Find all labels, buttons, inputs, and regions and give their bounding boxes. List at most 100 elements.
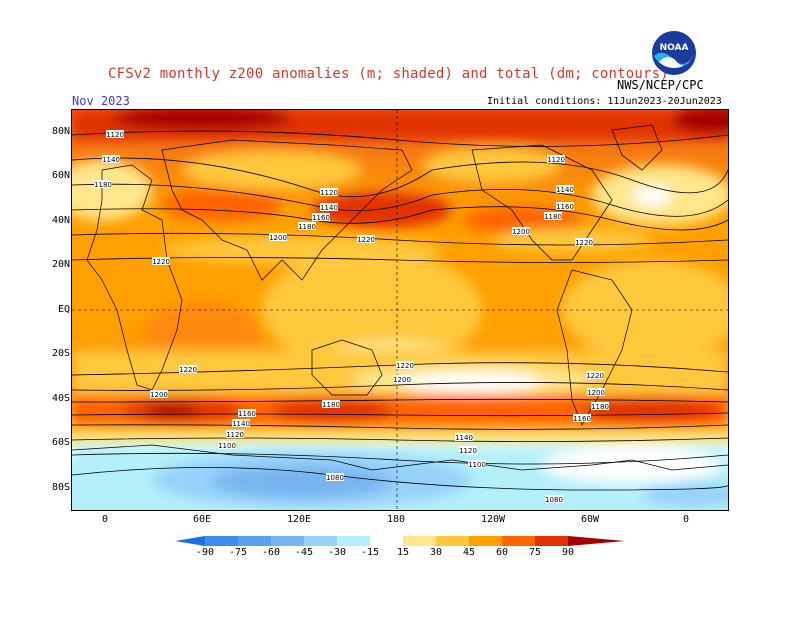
contour-label: 1120 xyxy=(226,430,244,439)
colorbar-swatch xyxy=(238,536,271,546)
svg-text:1120: 1120 xyxy=(226,431,244,439)
contour-label: 1200 xyxy=(393,375,411,384)
colorbar-swatch xyxy=(436,536,469,546)
svg-text:1180: 1180 xyxy=(298,223,316,231)
lat-label: 60N xyxy=(51,170,70,181)
svg-text:1200: 1200 xyxy=(512,228,530,236)
colorbar-swatch xyxy=(370,536,403,546)
colorbar-swatch xyxy=(205,536,238,546)
colorbar-label: -75 xyxy=(228,547,248,558)
colorbar-swatch xyxy=(502,536,535,546)
lat-label: EQ xyxy=(57,304,70,315)
colorbar-label: -30 xyxy=(327,547,347,558)
contour-label: 1140 xyxy=(232,419,250,428)
svg-text:1180: 1180 xyxy=(322,401,340,409)
colorbar-label: 30 xyxy=(429,547,443,558)
map-grid xyxy=(72,110,728,510)
height-contours xyxy=(72,130,728,491)
svg-text:1080: 1080 xyxy=(545,496,563,504)
contour-label: 1160 xyxy=(573,414,591,423)
contour-label: 1120 xyxy=(459,446,477,455)
contour-label: 1160 xyxy=(238,409,256,418)
noaa-logo-icon: NOAA xyxy=(652,31,696,75)
contour-label: 1180 xyxy=(94,180,112,189)
contour-label: 1160 xyxy=(312,213,330,222)
colorbar-label: 75 xyxy=(528,547,542,558)
lat-label: 80S xyxy=(51,482,70,493)
contour-label: 1220 xyxy=(586,371,604,380)
contour-label: 1100 xyxy=(218,441,236,450)
lon-label: 60E xyxy=(192,514,212,525)
svg-text:1140: 1140 xyxy=(102,156,120,164)
contour-label: 1080 xyxy=(545,495,563,504)
contour-label: 1180 xyxy=(298,222,316,231)
contour-label: 1220 xyxy=(152,257,170,266)
svg-text:1160: 1160 xyxy=(573,415,591,423)
contour-label: 1140 xyxy=(102,155,120,164)
anomaly-map: 1120 1140 1180 1120 1140 1160 1180 1200 … xyxy=(71,109,729,511)
svg-text:1140: 1140 xyxy=(556,186,574,194)
contour-label: 1180 xyxy=(591,402,609,411)
svg-text:1220: 1220 xyxy=(179,366,197,374)
colorbar-swatch xyxy=(271,536,304,546)
svg-text:1180: 1180 xyxy=(544,213,562,221)
svg-text:1120: 1120 xyxy=(106,131,124,139)
contour-labels: 1120 1140 1180 1120 1140 1160 1180 1200 … xyxy=(94,130,609,504)
svg-text:1220: 1220 xyxy=(586,372,604,380)
svg-text:1120: 1120 xyxy=(547,156,565,164)
contour-label: 1180 xyxy=(322,400,340,409)
colorbar-swatch xyxy=(568,536,625,546)
colorbar-swatch xyxy=(304,536,337,546)
svg-text:1160: 1160 xyxy=(556,203,574,211)
colorbar-swatch xyxy=(175,536,205,546)
contour-label: 1140 xyxy=(320,203,338,212)
svg-text:1180: 1180 xyxy=(94,181,112,189)
contour-label: 1220 xyxy=(357,235,375,244)
contour-label: 1200 xyxy=(587,388,605,397)
forecast-month: Nov 2023 xyxy=(72,94,130,108)
svg-text:1140: 1140 xyxy=(320,204,338,212)
lat-label: 80N xyxy=(51,126,70,137)
svg-text:1200: 1200 xyxy=(150,391,168,399)
svg-text:1180: 1180 xyxy=(591,403,609,411)
agency-label: NWS/NCEP/CPC xyxy=(617,78,704,92)
colorbar-label: 45 xyxy=(462,547,476,558)
svg-text:1140: 1140 xyxy=(232,420,250,428)
svg-text:1220: 1220 xyxy=(357,236,375,244)
initial-conditions: Initial conditions: 11Jun2023-20Jun2023 xyxy=(487,96,722,107)
contour-label: 1180 xyxy=(544,212,562,221)
lon-label: 60W xyxy=(580,514,600,525)
svg-text:1220: 1220 xyxy=(396,362,414,370)
svg-text:1200: 1200 xyxy=(587,389,605,397)
lat-label: 20N xyxy=(51,259,70,270)
lat-label: 20S xyxy=(51,348,70,359)
colorbar-label: -60 xyxy=(261,547,281,558)
svg-text:1160: 1160 xyxy=(238,410,256,418)
lon-label: 120W xyxy=(480,514,506,525)
contour-label: 1120 xyxy=(547,155,565,164)
lon-label: 180 xyxy=(386,514,406,525)
lat-label: 40S xyxy=(51,393,70,404)
contour-label: 1140 xyxy=(556,185,574,194)
svg-text:1120: 1120 xyxy=(459,447,477,455)
contour-label: 1140 xyxy=(455,433,473,442)
svg-text:1120: 1120 xyxy=(320,189,338,197)
contour-label: 1100 xyxy=(468,460,486,469)
contour-label: 1220 xyxy=(575,238,593,247)
svg-text:1220: 1220 xyxy=(575,239,593,247)
colorbar-label: 60 xyxy=(495,547,509,558)
contour-label: 1080 xyxy=(326,473,344,482)
contour-label: 1200 xyxy=(150,390,168,399)
chart-title: CFSv2 monthly z200 anomalies (m; shaded)… xyxy=(108,66,669,82)
colorbar-swatch xyxy=(403,536,436,546)
colorbar xyxy=(175,536,625,546)
svg-text:1220: 1220 xyxy=(152,258,170,266)
colorbar-label: 15 xyxy=(396,547,410,558)
colorbar-label: -15 xyxy=(360,547,380,558)
lon-label: 0 xyxy=(101,514,109,525)
lon-label: 120E xyxy=(286,514,312,525)
svg-text:1100: 1100 xyxy=(218,442,236,450)
lat-label: 40N xyxy=(51,215,70,226)
contour-label: 1220 xyxy=(396,361,414,370)
lon-label: 0 xyxy=(682,514,690,525)
